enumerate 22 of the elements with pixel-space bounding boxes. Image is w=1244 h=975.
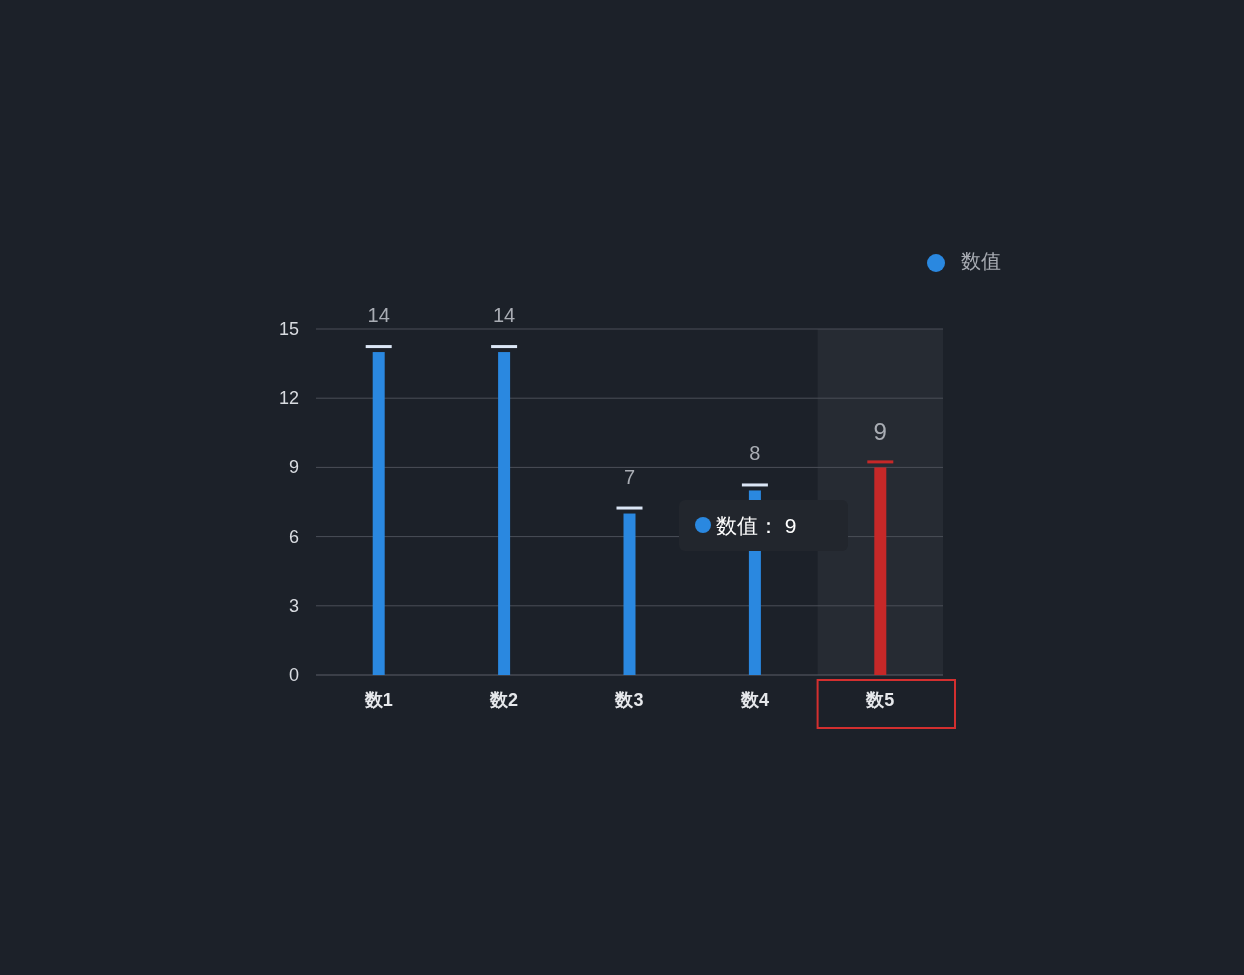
bar (372, 352, 385, 675)
data-label: 8 (749, 442, 761, 465)
x-tick-label: 数3 (614, 690, 644, 710)
x-tick-label: 数4 (739, 690, 769, 710)
data-label: 7 (623, 465, 636, 488)
bar (498, 352, 511, 675)
y-tick-label: 0 (288, 665, 299, 685)
x-tick-label: 数5 (865, 690, 895, 710)
data-label: 14 (367, 304, 390, 327)
legend-label: 数值 (961, 250, 1001, 272)
x-tick-label: 数2 (489, 690, 519, 710)
bar (874, 467, 887, 675)
y-tick-label: 9 (288, 457, 299, 478)
x-tick-label: 数1 (363, 690, 393, 710)
annotation: 数值： 9 (716, 514, 797, 537)
y-tick-label: 6 (288, 526, 299, 547)
y-tick-label: 15 (278, 319, 299, 339)
data-label: 14 (492, 304, 516, 327)
y-tick-label: 3 (288, 595, 299, 616)
y-tick-label: 12 (278, 388, 299, 409)
data-label: 9 (873, 418, 887, 446)
bar (623, 513, 636, 675)
